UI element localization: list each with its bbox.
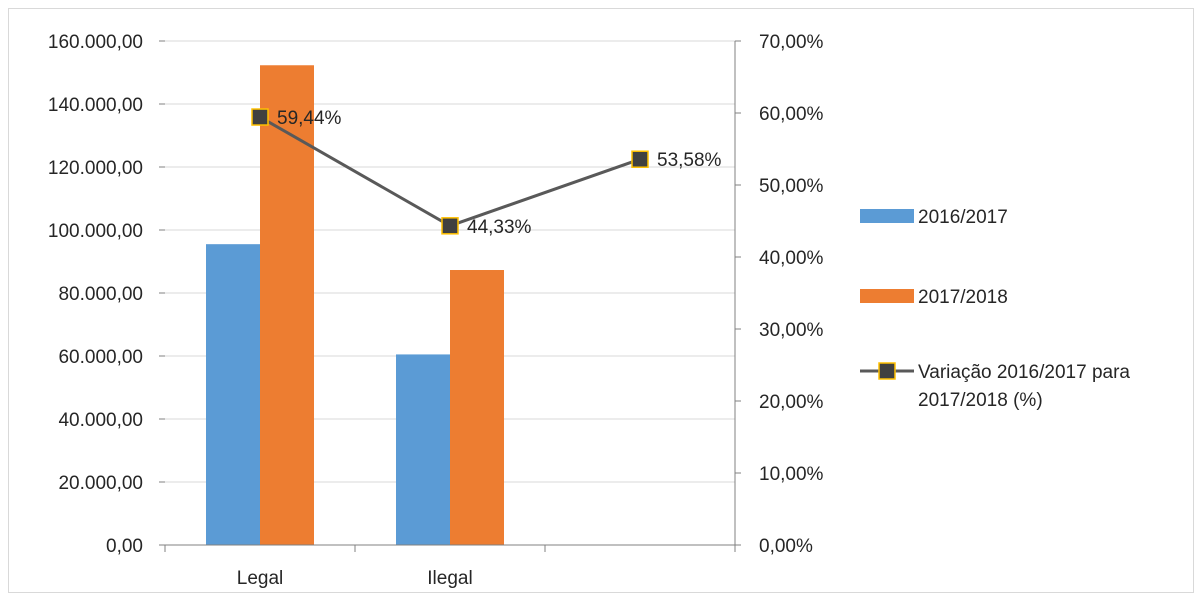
right-tick-label: 50,00% — [759, 176, 824, 197]
variation-line — [251, 108, 649, 235]
right-tick-label: 0,00% — [759, 536, 813, 557]
right-tick-label: 60,00% — [759, 104, 824, 125]
bar-2016-2017 — [396, 354, 450, 545]
bar-2016-2017 — [206, 244, 260, 546]
left-tick-label: 120.000,00 — [48, 158, 143, 179]
labels: 0,00 20.000,00 40.000,00 60.000,00 80.000,00… — [48, 32, 824, 589]
bars — [206, 65, 504, 546]
chart-frame — [8, 8, 1194, 593]
variation-marker — [631, 150, 649, 168]
right-tick-label: 70,00% — [759, 32, 824, 53]
legend: 2016/2017 2017/2018 Variação 2016/2017 par… — [860, 207, 1130, 411]
category-label: Ilegal — [427, 568, 472, 589]
right-tick-label: 20,00% — [759, 392, 824, 413]
right-tick-label: 30,00% — [759, 320, 824, 341]
left-tick-label: 100.000,00 — [48, 221, 143, 242]
left-tick-label: 0,00 — [106, 536, 143, 557]
legend-swatch — [860, 209, 914, 223]
left-tick-label: 40.000,00 — [58, 410, 143, 431]
left-tick-label: 60.000,00 — [58, 347, 143, 368]
variation-marker — [251, 108, 269, 126]
variation-data-label: 59,44% — [277, 108, 342, 129]
left-tick-label: 160.000,00 — [48, 32, 143, 53]
variation-line-path — [259, 115, 641, 228]
right-tick-label: 10,00% — [759, 464, 824, 485]
legend-label: 2017/2018 — [918, 287, 1008, 308]
variation-marker — [441, 217, 459, 235]
left-tick-label: 80.000,00 — [58, 284, 143, 305]
legend-label: 2016/2017 — [918, 207, 1008, 228]
left-tick-label: 140.000,00 — [48, 95, 143, 116]
left-tick-label: 20.000,00 — [58, 473, 143, 494]
variation-data-label: 44,33% — [467, 217, 532, 238]
axes — [159, 40, 741, 552]
right-tick-label: 40,00% — [759, 248, 824, 269]
bar-2017-2018 — [260, 65, 314, 545]
category-label: Legal — [237, 568, 284, 589]
legend-label: Variação 2016/2017 para 2017/2018 (%) — [918, 362, 1130, 411]
legend-swatch — [860, 289, 914, 303]
variation-data-label: 53,58% — [657, 150, 722, 171]
bar-2017-2018 — [450, 270, 504, 545]
legend-marker — [878, 362, 896, 380]
